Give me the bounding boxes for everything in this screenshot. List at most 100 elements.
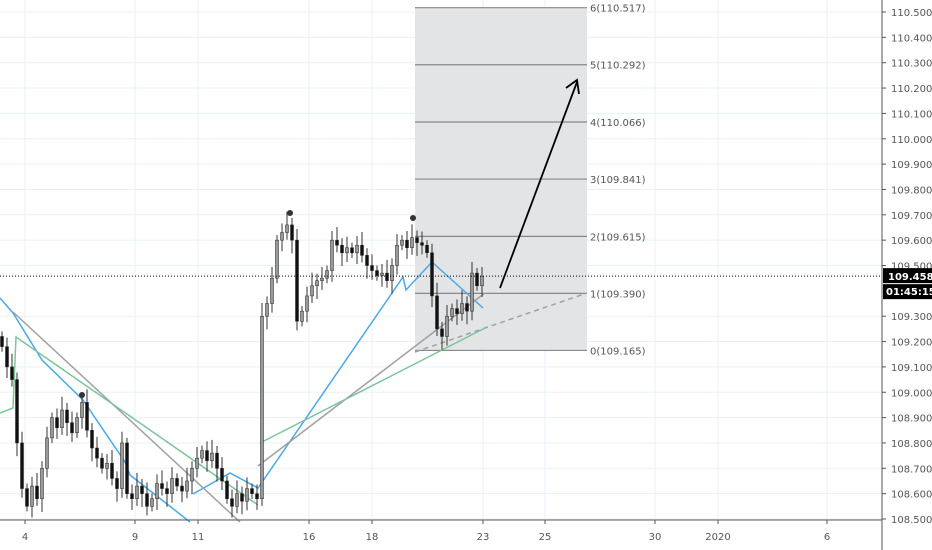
candle <box>165 481 169 507</box>
candle <box>20 431 24 498</box>
candle-body <box>100 457 104 469</box>
candle <box>55 408 59 439</box>
candle-body <box>50 417 54 439</box>
y-tick-label: 109.300 <box>891 312 932 323</box>
candle-body <box>320 277 324 281</box>
candle-body <box>5 346 9 368</box>
candle <box>80 393 84 429</box>
projection-arrow[interactable] <box>499 78 580 289</box>
candle-body <box>265 303 269 317</box>
candle-body <box>170 478 174 494</box>
candle <box>230 489 234 518</box>
candle <box>430 243 434 308</box>
candle <box>270 267 274 313</box>
candle <box>390 258 394 294</box>
candle-body <box>150 498 154 507</box>
candle <box>350 242 354 258</box>
candle <box>70 411 74 442</box>
candle <box>360 232 364 263</box>
current-price-tag: 109.458 01:45:15 <box>883 268 932 300</box>
x-tick-label: 11 <box>192 532 205 543</box>
candle-body <box>335 239 339 246</box>
candle-body <box>260 315 264 499</box>
candle-body <box>75 417 79 434</box>
candle <box>395 234 399 275</box>
candle-body <box>30 485 34 507</box>
candle <box>0 331 4 352</box>
candle-body <box>205 450 209 461</box>
candle <box>420 231 424 255</box>
candle-body <box>315 280 319 287</box>
pivot-markers <box>79 210 416 398</box>
candle <box>305 286 309 323</box>
candle <box>370 254 374 280</box>
candle <box>465 296 469 325</box>
candle-body <box>115 478 119 489</box>
candle-body <box>300 310 304 322</box>
candle-body <box>155 483 159 499</box>
candle <box>365 248 369 279</box>
candle <box>275 235 279 284</box>
x-tick-label: 2020 <box>705 532 730 543</box>
candle <box>440 321 444 350</box>
candle-body <box>325 270 329 279</box>
candle-body <box>225 480 229 499</box>
candle <box>190 461 194 495</box>
candle-body <box>175 478 179 487</box>
candle-body <box>125 442 129 494</box>
candle <box>290 217 294 254</box>
candle <box>460 290 464 321</box>
trend-drawings[interactable] <box>0 260 588 523</box>
candle-body <box>210 452 214 461</box>
fib-level-label: 6(110.517) <box>590 4 646 15</box>
time-axis[interactable]: 4 9 11 16 18 23 25 30 2020 6 <box>0 519 882 543</box>
candle-body <box>80 402 84 418</box>
green-trendline-2[interactable] <box>259 327 486 444</box>
candle <box>135 472 139 506</box>
candle <box>50 412 54 443</box>
price-axis[interactable]: 110.500 110.400 110.300 110.200 110.100 110.0… <box>881 0 932 550</box>
candle <box>455 299 459 325</box>
candle-body <box>480 275 484 287</box>
candle-body <box>415 237 419 243</box>
candle-body <box>435 295 439 330</box>
candle-body <box>395 244 399 266</box>
candle <box>250 483 254 499</box>
candle <box>400 235 404 251</box>
candle <box>295 228 299 331</box>
candle <box>385 259 389 288</box>
green-trendline-1[interactable] <box>0 335 259 506</box>
candle-body <box>465 303 469 312</box>
candle <box>205 441 209 472</box>
y-tick-label: 108.700 <box>891 464 932 475</box>
candle-body <box>270 277 274 304</box>
candle <box>260 303 264 506</box>
candle-body <box>455 308 459 314</box>
candle <box>30 476 34 518</box>
candle-body <box>285 224 289 233</box>
fib-level-label: 0(109.165) <box>590 346 646 357</box>
candle-body <box>215 452 219 469</box>
candle <box>280 223 284 252</box>
candle-body <box>250 488 254 494</box>
candle-body <box>345 247 349 254</box>
candle <box>45 426 49 478</box>
candle-body <box>385 272 389 281</box>
candle-body <box>105 462 109 469</box>
candle-body <box>460 303 464 314</box>
candle <box>15 372 19 457</box>
gray-dashed-trendline[interactable] <box>414 292 588 353</box>
candle-body <box>450 308 454 317</box>
gray-trendline-1[interactable] <box>12 311 241 523</box>
x-tick-label: 6 <box>824 532 830 543</box>
candle-body <box>90 430 94 449</box>
candle-body <box>130 493 134 499</box>
candle-body <box>40 468 44 499</box>
candle <box>265 296 269 330</box>
candle-body <box>85 402 89 431</box>
candle <box>285 211 289 240</box>
candle-body <box>305 295 309 312</box>
x-tick-label: 4 <box>22 532 28 543</box>
y-tick-label: 108.800 <box>891 439 932 450</box>
